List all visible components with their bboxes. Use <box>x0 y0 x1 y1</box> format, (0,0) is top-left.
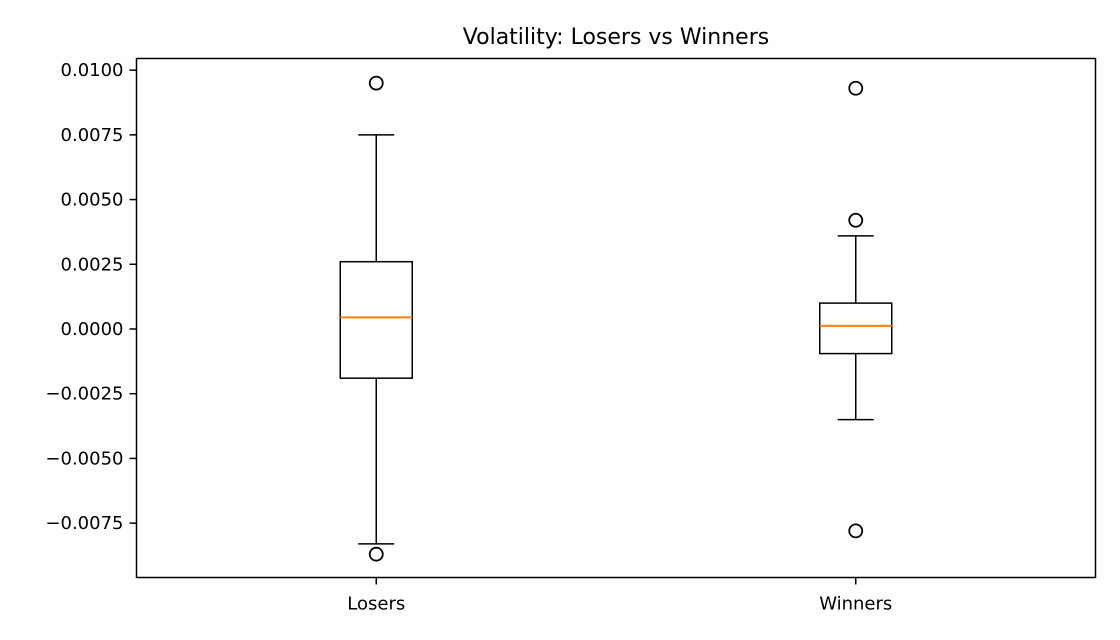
y-tick-label: −0.0025 <box>45 384 123 405</box>
y-tick-label: −0.0075 <box>45 513 123 534</box>
x-tick-label: Losers <box>347 594 405 615</box>
plot-area-frame <box>135 57 1097 579</box>
outlier-point <box>848 523 864 539</box>
box-group-losers <box>339 75 413 562</box>
y-tick-label: 0.0100 <box>61 60 124 81</box>
y-tick-label: 0.0050 <box>61 190 124 211</box>
outlier-point <box>848 212 864 228</box>
box-group-winners <box>819 80 893 539</box>
x-tick-label: Winners <box>819 594 892 615</box>
outlier-point <box>848 80 864 96</box>
iqr-box <box>339 260 413 379</box>
y-tick-label: 0.0025 <box>61 254 124 275</box>
iqr-box <box>819 302 893 355</box>
outlier-point <box>368 546 384 562</box>
y-tick-label: −0.0050 <box>45 448 123 469</box>
chart-title: Volatility: Losers vs Winners <box>463 25 769 50</box>
axes-layer: 0.0100 0.0075 0.0050 0.0025 0.0000 −0.0025 −0.… <box>45 60 892 614</box>
outlier-point <box>368 75 384 91</box>
y-tick-label: 0.0075 <box>61 125 124 146</box>
y-tick-label: 0.0000 <box>61 319 124 340</box>
boxes-layer <box>339 75 893 562</box>
